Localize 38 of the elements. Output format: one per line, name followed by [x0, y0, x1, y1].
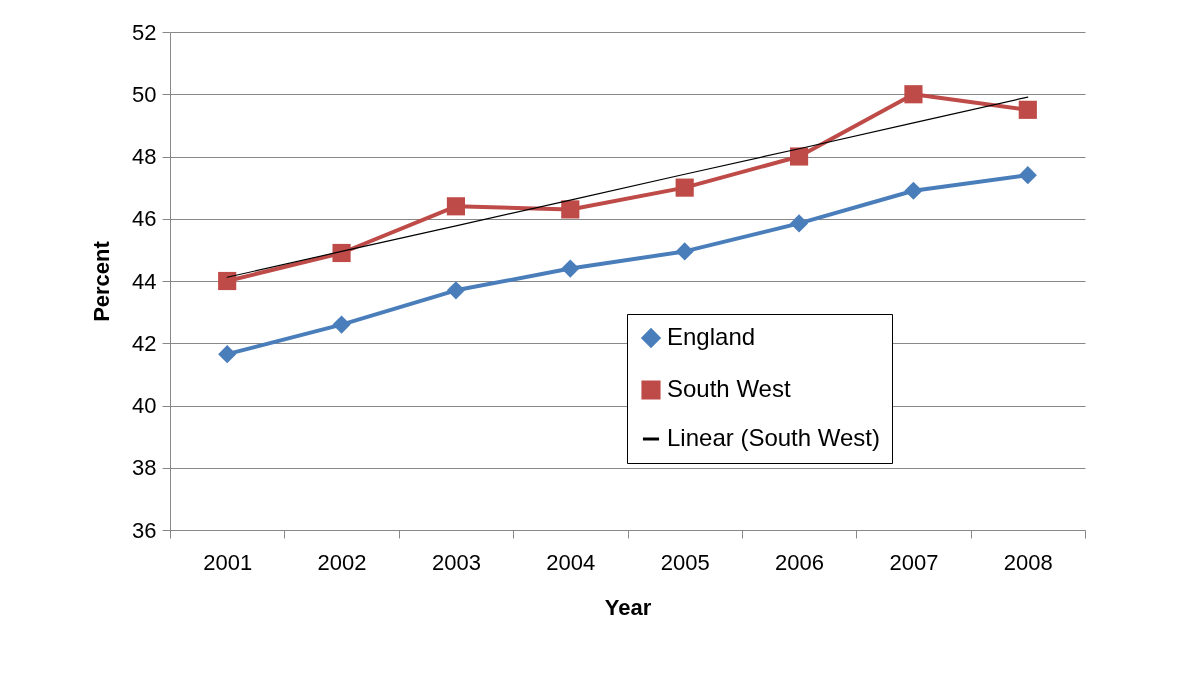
- y-tick-label: 44: [132, 268, 157, 294]
- point: [446, 197, 466, 216]
- point: [1018, 166, 1037, 185]
- point: [446, 281, 466, 300]
- legend-label: England: [667, 323, 756, 350]
- x-tick-label: 2003: [431, 549, 481, 575]
- y-tick-label: 42: [132, 330, 157, 356]
- point: [675, 178, 694, 197]
- y-tick-label: 50: [132, 81, 157, 107]
- x-tick-label: 2006: [775, 549, 825, 575]
- x-tick-label: 2005: [660, 549, 710, 575]
- y-tick-label: 46: [132, 206, 157, 232]
- x-tick-label: 2007: [889, 549, 939, 575]
- point: [561, 200, 580, 219]
- point: [904, 181, 923, 200]
- y-tick-label: 48: [132, 144, 157, 169]
- point: [675, 242, 694, 261]
- point: [332, 243, 351, 263]
- point: [332, 315, 351, 334]
- x-tick-label: 2008: [1003, 549, 1053, 575]
- point: [789, 147, 809, 166]
- x-tick-label: 2004: [546, 549, 596, 575]
- point: [1018, 100, 1037, 119]
- y-tick-label: 38: [132, 455, 157, 481]
- y-tick-label: 52: [132, 19, 157, 45]
- y-tick-label: 40: [132, 393, 157, 418]
- y-tick-label: 36: [132, 517, 157, 543]
- x-tick-label: 2001: [203, 549, 253, 575]
- x-tick-label: 2002: [317, 549, 367, 575]
- y-axis-title: Percent: [89, 240, 115, 322]
- point: [218, 271, 237, 291]
- x-axis-title: Year: [604, 594, 652, 620]
- point: [218, 345, 237, 364]
- point: [904, 85, 923, 104]
- point: [561, 259, 580, 278]
- legend-label: South West: [667, 375, 791, 402]
- legend-label: Linear (South West): [667, 424, 880, 451]
- point: [789, 214, 809, 233]
